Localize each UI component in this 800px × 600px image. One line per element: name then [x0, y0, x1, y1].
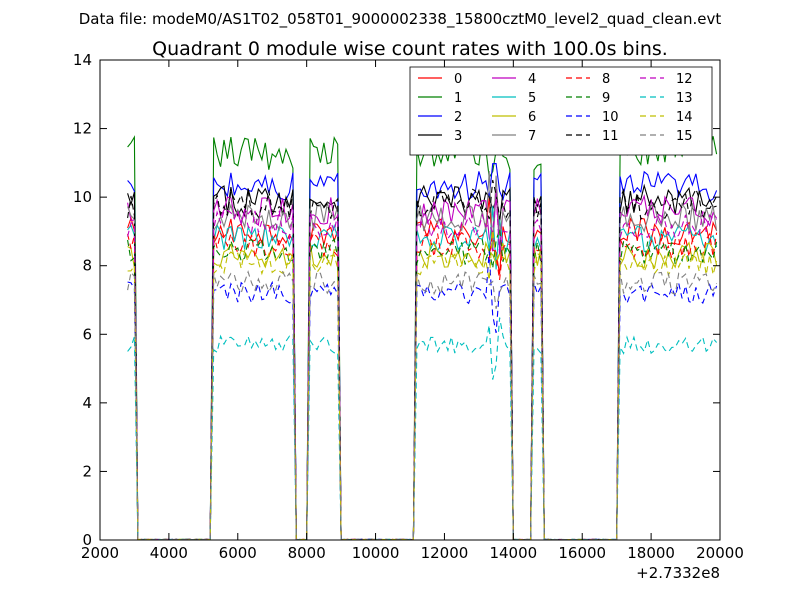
plot-area — [127, 134, 718, 540]
x-tick-label: 10000 — [352, 544, 400, 562]
series-line-15 — [127, 270, 718, 540]
y-tick-label: 14 — [73, 51, 92, 69]
legend-label-11: 11 — [602, 129, 619, 144]
x-tick-label: 8000 — [288, 544, 326, 562]
legend-label-12: 12 — [676, 72, 693, 87]
x-tick-label: 6000 — [219, 544, 257, 562]
x-tick-label: 12000 — [421, 544, 469, 562]
x-tick-label: 16000 — [558, 544, 606, 562]
series-line-14 — [127, 230, 718, 540]
series-line-13 — [127, 317, 718, 540]
x-tick-label: 4000 — [150, 544, 188, 562]
y-tick-label: 12 — [73, 120, 92, 138]
legend-label-2: 2 — [454, 110, 462, 125]
y-tick-label: 6 — [82, 325, 92, 343]
legend-label-8: 8 — [602, 72, 610, 87]
series-line-9 — [127, 228, 718, 540]
legend-label-13: 13 — [676, 91, 693, 106]
series-line-1 — [127, 134, 718, 540]
series-line-8 — [127, 230, 718, 540]
legend-label-4: 4 — [528, 72, 536, 87]
x-axis: 2000 4000 6000 8000 10000 12000 14000 16000 1800… — [81, 60, 744, 562]
series-line-7 — [127, 170, 718, 540]
legend-label-5: 5 — [528, 91, 536, 106]
legend-label-3: 3 — [454, 129, 462, 144]
legend-label-1: 1 — [454, 91, 462, 106]
y-tick-label: 4 — [82, 394, 92, 412]
plot-frame — [99, 59, 721, 541]
y-tick-label: 0 — [82, 531, 92, 549]
y-tick-label: 10 — [73, 188, 92, 206]
y-tick-label: 8 — [82, 257, 92, 275]
legend-box — [409, 66, 713, 156]
legend-label-7: 7 — [528, 129, 536, 144]
series-line-6 — [127, 240, 718, 540]
chart-suptitle: Data file: modeM0/AS1T02_058T01_90000023… — [79, 10, 722, 29]
legend-label-15: 15 — [676, 129, 693, 144]
legend-label-9: 9 — [602, 91, 610, 106]
legend-label-10: 10 — [602, 110, 619, 125]
x-tick-label: 18000 — [627, 544, 675, 562]
series-line-10 — [127, 251, 718, 540]
x-tick-label: 14000 — [489, 544, 537, 562]
legend-label-14: 14 — [676, 110, 693, 125]
x-tick-label: 2000 — [81, 544, 119, 562]
series-line-4 — [127, 188, 718, 540]
legend-label-6: 6 — [528, 110, 536, 125]
x-tick-label: 20000 — [696, 544, 744, 562]
x-offset-label: +2.7332e8 — [636, 564, 720, 582]
legend-label-0: 0 — [454, 72, 462, 87]
chart-title: Quadrant 0 module wise count rates with … — [152, 38, 668, 60]
y-tick-label: 2 — [82, 462, 92, 480]
